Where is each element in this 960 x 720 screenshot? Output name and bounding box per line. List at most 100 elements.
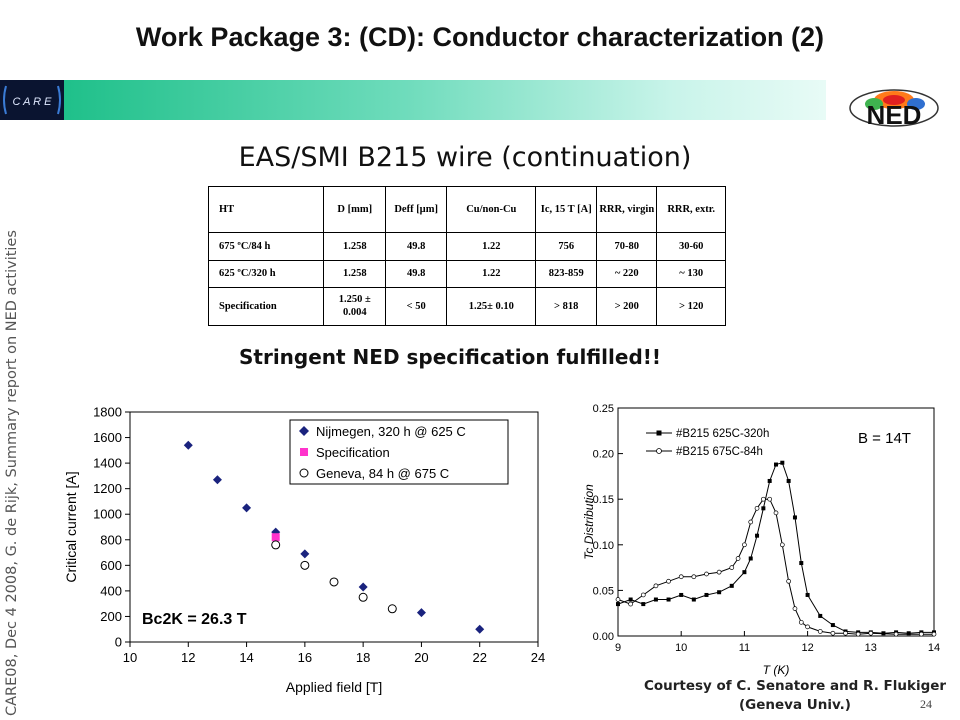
chart1-x-tick-label: 20 [414,650,428,665]
side-note: CARE08, Dec 4 2008, G. de Rijk, Summary … [4,230,20,716]
series-625c-point [799,561,804,566]
courtesy-affiliation: (Geneva Univ.) [739,697,851,713]
series-625c-point [767,478,772,483]
chart2-x-tick-label: 11 [739,642,750,654]
table-header-cell: Deff [µm] [385,185,448,234]
series-625c-point [780,460,785,465]
table-cell: 1.22 [446,232,537,261]
chart2-y-label: Tc Distribution [582,484,596,560]
chart1-y-tick-label: 1000 [93,507,122,522]
ned-logo-text: NED [867,100,922,130]
nijmegen-point [183,440,193,450]
chart2-x-tick-label: 9 [615,642,621,654]
series-625c-point [641,602,646,607]
chart1-y-tick-label: 200 [100,609,122,624]
table-cell: > 120 [656,286,726,327]
chart2-x-tick-label: 12 [801,642,813,654]
series-625c-point [761,506,766,511]
table-header-cell: Ic, 15 T [A] [535,185,598,234]
nijmegen-point [300,549,310,559]
page-number: 24 [920,697,932,711]
geneva-point [300,560,310,570]
series-625c-point [616,602,620,607]
chart2-y-tick-label: 0.05 [593,585,614,597]
chart1-y-tick-label: 1600 [93,430,122,445]
chart1-y-tick-label: 400 [100,583,122,598]
series-675c-point [817,629,823,634]
critical-current-chart: 10 12 14 16 18 20 22 24 0 200 400 600 800 1000 1200 140… [63,405,545,696]
table-cell: Specification [207,286,325,327]
table-header-cell: HT [207,185,325,234]
specification-point [271,533,280,542]
table-cell: 49.8 [385,232,448,261]
series-675c-point [931,631,937,637]
chart2-legend: #B215 625C-320h #B215 675C-84h [646,428,769,458]
table-cell: 30-60 [656,232,726,261]
table-cell: 756 [535,232,598,261]
table-cell: > 200 [596,286,658,327]
chart1-y-tick-label: 600 [100,558,122,573]
series-675c-point [830,630,836,636]
table-cell: 675 ºC/84 h [207,232,325,261]
series-675c-line [617,498,934,635]
chart1-x-tick-label: 24 [531,650,545,665]
chart2-x-tick-label: 10 [675,642,687,654]
series-675c-point [798,619,804,625]
series-675c-point [919,631,924,637]
table-cell: 625 ºC/320 h [207,259,325,288]
table-cell: < 50 [385,286,448,327]
series-625c-point [628,597,633,602]
series-625c-point [679,592,684,597]
series-625c-point [774,462,778,467]
table-cell: 1.258 [323,232,387,261]
table-header-cell: Cu/non-Cu [446,185,537,234]
chart2-y-tick-label: 0.10 [593,540,614,552]
courtesy-note: Courtesy of C. Senatore and R. Flukiger … [630,677,960,715]
highlight-statement: Stringent NED specification fulfilled!! [238,345,661,369]
chart2-y-tick-label: 0.20 [593,449,614,461]
geneva-point [387,604,397,614]
series-675c-point [754,505,760,511]
geneva-point [271,540,281,550]
series-675c-point [805,624,810,630]
table-cell: 70-80 [596,232,658,261]
table-cell: ~ 130 [656,259,726,288]
series-625c-point [830,623,835,628]
series-675c-point [843,630,848,636]
legend-625c-label: #B215 625C-320h [676,428,769,440]
chart1-x-tick-label: 22 [472,650,486,665]
chart1-x-tick-label: 18 [356,650,370,665]
nijmegen-point [212,475,222,485]
chart2-x-label: T (K) [763,663,790,677]
series-675c-point [779,542,785,548]
legend-specification-label: Specification [316,445,390,460]
series-625c-point [742,570,747,575]
chart1-y-label: Critical current [A] [63,471,79,582]
series-675c-point [792,606,798,611]
nijmegen-point [242,503,252,513]
legend-geneva-marker [299,468,309,478]
chart1-x-tick-label: 10 [123,650,137,665]
series-675c-point [742,542,747,548]
care-logo: C A R E [0,80,64,120]
series-675c-point [628,601,633,607]
care-logo-text: C A R E [13,96,53,108]
series-625c-point [755,533,760,538]
table-header-cell: RRR, virgin [596,185,658,234]
chart1-x-label: Applied field [T] [286,679,383,695]
series-675c-point [653,583,659,589]
series-625c-point [704,592,709,597]
table-cell: > 818 [535,286,598,327]
series-675c-point [615,597,621,602]
series-675c-point [868,630,874,636]
table-cell: 1.250 ± 0.004 [323,286,387,327]
table-header-row: HT D [mm] Deff [µm] Cu/non-Cu Ic, 15 T [… [207,185,726,234]
nijmegen-point [475,624,485,634]
series-675c-point [691,574,697,580]
chart2-x-tick-label: 13 [865,642,877,654]
series-675c-point [729,565,735,570]
chart1-y-tick-label: 1400 [93,456,122,471]
series-625c-point [818,613,823,618]
slide-subtitle: EAS/SMI B215 wire (continuation) [238,142,692,173]
series-675c-point [893,631,899,637]
